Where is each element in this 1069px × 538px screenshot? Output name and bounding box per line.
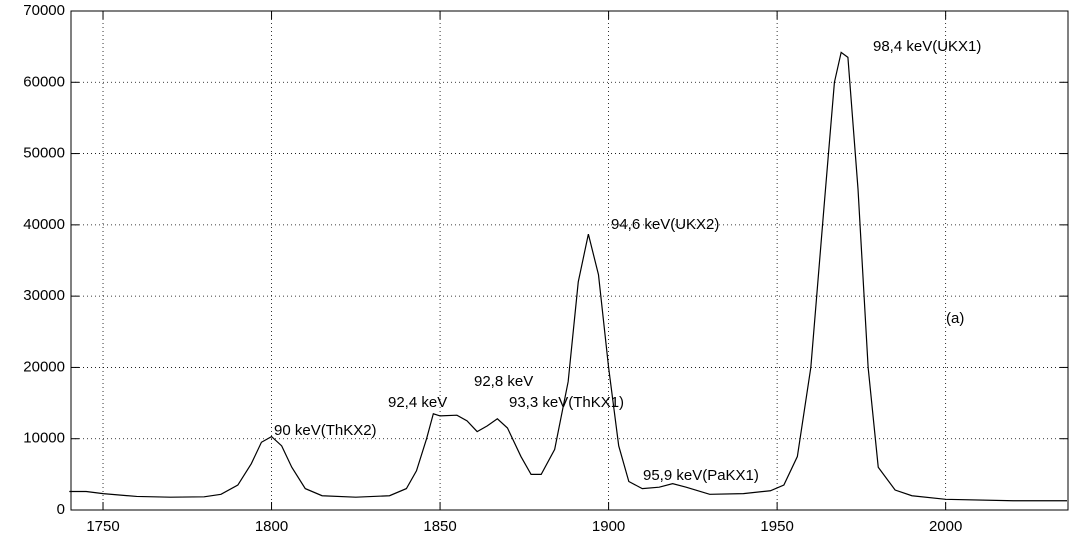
x-tick-label: 1900 xyxy=(592,518,625,535)
y-tick-label: 50000 xyxy=(23,145,65,162)
annotation: 92,8 keV xyxy=(474,373,533,390)
x-tick-label: 1800 xyxy=(255,518,288,535)
x-tick-label: 2000 xyxy=(929,518,962,535)
y-tick-label: 70000 xyxy=(23,2,65,19)
x-tick-label: 1750 xyxy=(86,518,119,535)
annotation: 98,4 keV(UKX1) xyxy=(873,38,981,55)
spectrum-line xyxy=(69,51,1067,502)
annotation: 95,9 keV(PaKX1) xyxy=(643,467,759,484)
annotation: 93,3 keV(ThKX1) xyxy=(509,394,624,411)
x-tick-label: 1950 xyxy=(760,518,793,535)
annotation: (a) xyxy=(946,310,964,327)
y-tick-label: 0 xyxy=(57,501,65,518)
y-tick-label: 30000 xyxy=(23,287,65,304)
annotation: 94,6 keV(UKX2) xyxy=(611,216,719,233)
plot-frame xyxy=(70,10,1069,511)
annotation: 90 keV(ThKX2) xyxy=(274,422,377,439)
annotation: 92,4 keV xyxy=(388,394,447,411)
y-tick-label: 40000 xyxy=(23,216,65,233)
y-tick-label: 10000 xyxy=(23,430,65,447)
y-tick-label: 60000 xyxy=(23,73,65,90)
x-tick-label: 1850 xyxy=(423,518,456,535)
y-tick-label: 20000 xyxy=(23,358,65,375)
